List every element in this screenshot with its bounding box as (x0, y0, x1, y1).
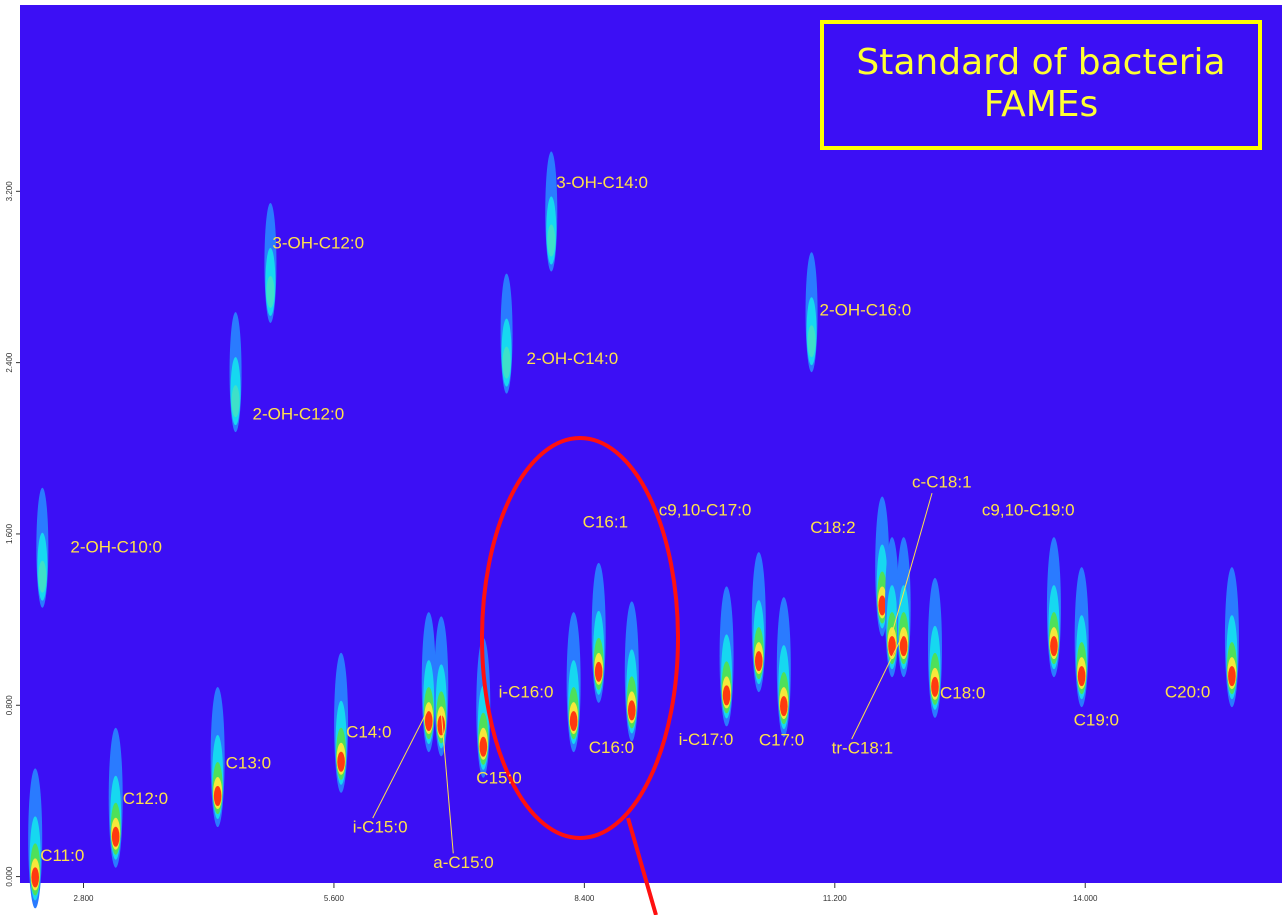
peak-contour (899, 636, 908, 657)
peak-contour (878, 595, 887, 616)
peak-label: C19:0 (1074, 711, 1119, 730)
leader-line (372, 707, 430, 819)
peak-contour (502, 346, 511, 379)
leader-line (891, 493, 933, 634)
peak-contour (1077, 666, 1086, 687)
peak-contour (213, 786, 222, 807)
peak-contour (569, 711, 578, 732)
peak-label: C12:0 (123, 789, 168, 808)
x-tick-label: 2.800 (73, 894, 94, 903)
peak (1074, 567, 1089, 708)
peak (210, 687, 225, 828)
peak-contour (754, 651, 763, 672)
peak-contour (722, 685, 731, 706)
peak-contour (479, 736, 488, 757)
peak-contour (437, 715, 446, 736)
peak-contour (38, 560, 47, 593)
peak-contour (111, 826, 120, 847)
peak-label: 2-OH-C14:0 (527, 349, 619, 368)
peak-label: C11:0 (40, 846, 84, 865)
peak-label: tr-C18:1 (832, 739, 893, 758)
peak-label: c9,10-C19:0 (982, 501, 1075, 520)
peak (805, 252, 818, 373)
peak-label: i-C17:0 (679, 730, 734, 749)
peak (434, 616, 449, 757)
peak-label: i-C16:0 (499, 683, 554, 702)
x-tick-label: 8.400 (574, 894, 595, 903)
peak-label: 3-OH-C12:0 (272, 233, 364, 252)
leader-line (851, 632, 905, 740)
peak-contour (780, 696, 788, 717)
chart-title: Standard of bacteria FAMEs (856, 42, 1226, 125)
peak (875, 496, 890, 637)
peak (719, 586, 734, 727)
peak-contour (337, 751, 345, 772)
peak-label: C13:0 (226, 754, 271, 773)
peak-contour (266, 275, 275, 308)
peak-label: c9,10-C17:0 (659, 501, 752, 520)
peak (927, 577, 942, 718)
peak (229, 312, 242, 433)
y-tick-label: 1.600 (5, 523, 14, 544)
peak-contour (547, 224, 556, 257)
highlight-pointer (626, 817, 658, 915)
peak-contour (888, 636, 896, 657)
title-wrap: Standard of bacteria FAMEs (856, 42, 1226, 125)
peak (624, 601, 639, 742)
title-box (820, 20, 1262, 150)
peak-contour (1050, 636, 1058, 657)
peak-contour (231, 385, 240, 418)
peak-label: C17:0 (759, 731, 804, 750)
peak-label: 2-OH-C12:0 (253, 405, 345, 424)
peak-label: C16:1 (583, 512, 628, 531)
peak (500, 273, 513, 394)
peak-contour (627, 700, 636, 721)
peak-contour (1228, 666, 1236, 687)
peak (776, 597, 791, 738)
peak-contour (424, 711, 433, 732)
x-tick-label: 5.600 (324, 894, 345, 903)
peak-contour (807, 325, 816, 358)
peak-contour (31, 867, 40, 888)
peak (545, 151, 558, 272)
peak (264, 202, 277, 323)
peak (421, 612, 436, 753)
peak (566, 612, 581, 753)
highlight-ellipse (480, 436, 680, 840)
y-tick-label: 3.200 (5, 181, 14, 202)
peak-label: C16:0 (589, 738, 634, 757)
peak-contour (594, 661, 603, 682)
y-tick-label: 0.000 (5, 866, 14, 887)
peak-label: C14:0 (346, 722, 391, 741)
peak (28, 768, 43, 909)
peak (896, 537, 911, 678)
peak-label: 2-OH-C16:0 (820, 301, 912, 320)
peak (1046, 537, 1061, 678)
peak-label: c-C18:1 (912, 473, 972, 492)
peak-label: C20:0 (1165, 683, 1210, 702)
peak-label: C18:2 (810, 518, 855, 537)
peak-label: 3-OH-C14:0 (556, 173, 648, 192)
y-tick-label: 2.400 (5, 352, 14, 373)
peak-contour (931, 676, 939, 697)
peak (334, 652, 349, 793)
y-tick-label: 0.800 (5, 695, 14, 716)
peak (591, 562, 606, 703)
peak-label: a-C15:0 (433, 853, 493, 872)
peak-label: C15:0 (476, 768, 521, 787)
peak (751, 552, 766, 693)
plot-area (20, 5, 1282, 883)
peak (1224, 567, 1239, 708)
x-tick-label: 11.200 (823, 894, 847, 903)
peak-label: 2-OH-C10:0 (70, 537, 162, 556)
peak-label: i-C15:0 (353, 818, 408, 837)
peak (108, 727, 123, 868)
peak-label: C18:0 (940, 683, 985, 702)
peak (36, 487, 49, 608)
x-tick-label: 14.000 (1073, 894, 1098, 903)
peaks (28, 151, 1239, 909)
leader-line (440, 712, 454, 854)
